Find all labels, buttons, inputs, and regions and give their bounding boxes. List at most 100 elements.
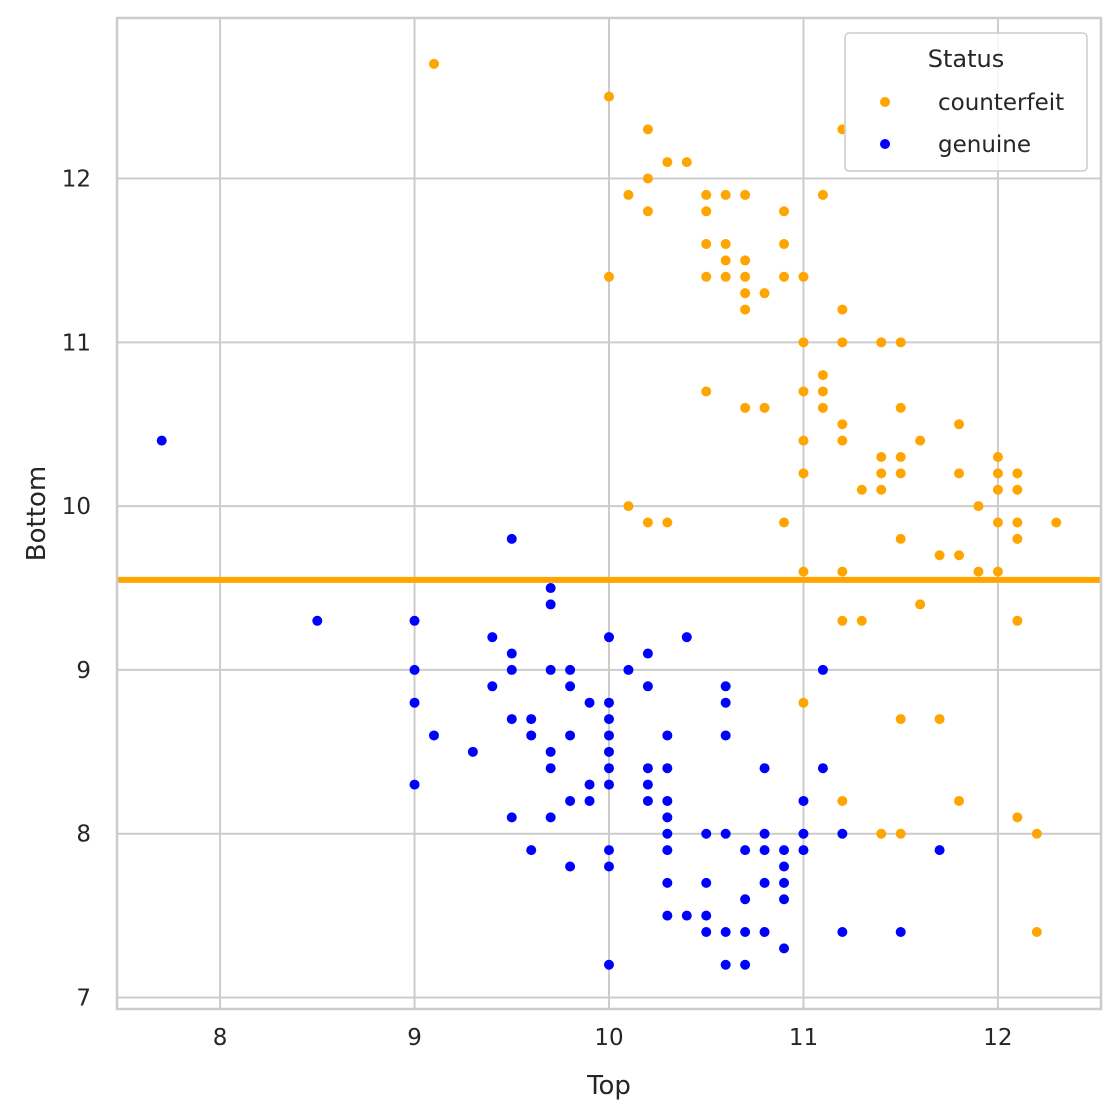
point-genuine	[779, 861, 790, 872]
point-genuine	[526, 845, 537, 856]
point-genuine	[837, 927, 848, 938]
point-counterfeit	[701, 206, 712, 217]
point-counterfeit	[740, 189, 751, 200]
point-counterfeit	[837, 435, 848, 446]
point-genuine	[662, 877, 673, 888]
point-counterfeit	[1012, 484, 1023, 495]
point-counterfeit	[895, 337, 906, 348]
point-counterfeit	[837, 419, 848, 430]
point-genuine	[604, 714, 614, 725]
point-genuine	[779, 943, 790, 954]
point-genuine	[604, 763, 614, 774]
point-counterfeit	[954, 468, 965, 479]
point-genuine	[487, 632, 498, 643]
point-genuine	[642, 648, 653, 659]
point-counterfeit	[954, 795, 965, 806]
point-counterfeit	[992, 484, 1003, 495]
point-counterfeit	[779, 517, 790, 528]
point-counterfeit	[1031, 828, 1042, 839]
point-genuine	[662, 763, 673, 774]
point-counterfeit	[701, 189, 712, 200]
point-genuine	[701, 910, 712, 921]
point-counterfeit	[895, 468, 906, 479]
point-genuine	[759, 877, 770, 888]
point-genuine	[409, 664, 420, 675]
y-tick-label: 11	[62, 330, 91, 356]
point-genuine	[662, 730, 673, 741]
point-genuine	[604, 959, 614, 970]
point-counterfeit	[895, 828, 906, 839]
point-counterfeit	[992, 451, 1003, 462]
point-counterfeit	[817, 402, 828, 413]
point-genuine	[934, 845, 945, 856]
point-genuine	[506, 648, 517, 659]
point-counterfeit	[720, 255, 731, 266]
point-counterfeit	[1031, 927, 1042, 938]
point-genuine	[642, 681, 653, 692]
point-genuine	[701, 877, 712, 888]
point-counterfeit	[798, 468, 809, 479]
point-counterfeit	[740, 255, 751, 266]
point-counterfeit	[992, 517, 1003, 528]
point-genuine	[604, 861, 614, 872]
point-counterfeit	[876, 828, 887, 839]
point-genuine	[662, 845, 673, 856]
plot-frame	[115, 16, 1103, 1011]
point-counterfeit	[837, 615, 848, 626]
point-counterfeit	[798, 697, 809, 708]
y-tick-label: 10	[62, 494, 91, 520]
point-genuine	[545, 746, 556, 757]
point-genuine	[545, 763, 556, 774]
point-genuine	[798, 845, 809, 856]
point-genuine	[623, 664, 634, 675]
point-genuine	[506, 533, 517, 544]
y-tick-label: 9	[76, 658, 91, 684]
point-genuine	[312, 615, 323, 626]
point-genuine	[720, 959, 731, 970]
point-counterfeit	[779, 271, 790, 282]
point-counterfeit	[779, 206, 790, 217]
point-genuine	[662, 795, 673, 806]
y-axis-label: Bottom	[22, 466, 52, 561]
y-tick-label: 8	[76, 822, 91, 848]
point-counterfeit	[934, 714, 945, 725]
point-counterfeit	[642, 173, 653, 184]
point-counterfeit	[876, 468, 887, 479]
point-counterfeit	[954, 550, 965, 561]
point-genuine	[604, 632, 614, 643]
point-genuine	[740, 894, 751, 905]
point-counterfeit	[895, 402, 906, 413]
point-counterfeit	[701, 386, 712, 397]
point-genuine	[740, 845, 751, 856]
point-genuine	[779, 845, 790, 856]
point-genuine	[526, 730, 537, 741]
x-tick-label: 10	[594, 1025, 623, 1051]
point-genuine	[681, 632, 692, 643]
point-counterfeit	[720, 271, 731, 282]
legend-marker-counterfeit	[880, 97, 890, 107]
point-genuine	[759, 927, 770, 938]
point-genuine	[409, 615, 420, 626]
point-counterfeit	[934, 550, 945, 561]
point-genuine	[779, 877, 790, 888]
legend-label-counterfeit: counterfeit	[938, 90, 1064, 116]
point-counterfeit	[1012, 812, 1023, 823]
legend-items: counterfeit genuine	[880, 90, 1064, 158]
legend-box	[844, 32, 1088, 172]
point-counterfeit	[973, 501, 984, 512]
point-counterfeit	[604, 271, 614, 282]
point-counterfeit	[817, 370, 828, 381]
legend-title: Status	[928, 45, 1004, 73]
point-genuine	[662, 910, 673, 921]
point-genuine	[487, 681, 498, 692]
point-genuine	[506, 714, 517, 725]
point-counterfeit	[837, 795, 848, 806]
point-counterfeit	[662, 517, 673, 528]
point-counterfeit	[954, 419, 965, 430]
point-counterfeit	[798, 386, 809, 397]
point-counterfeit	[1012, 615, 1023, 626]
point-counterfeit	[992, 566, 1003, 577]
point-genuine	[798, 828, 809, 839]
legend: Status counterfeit genuine	[844, 32, 1088, 172]
